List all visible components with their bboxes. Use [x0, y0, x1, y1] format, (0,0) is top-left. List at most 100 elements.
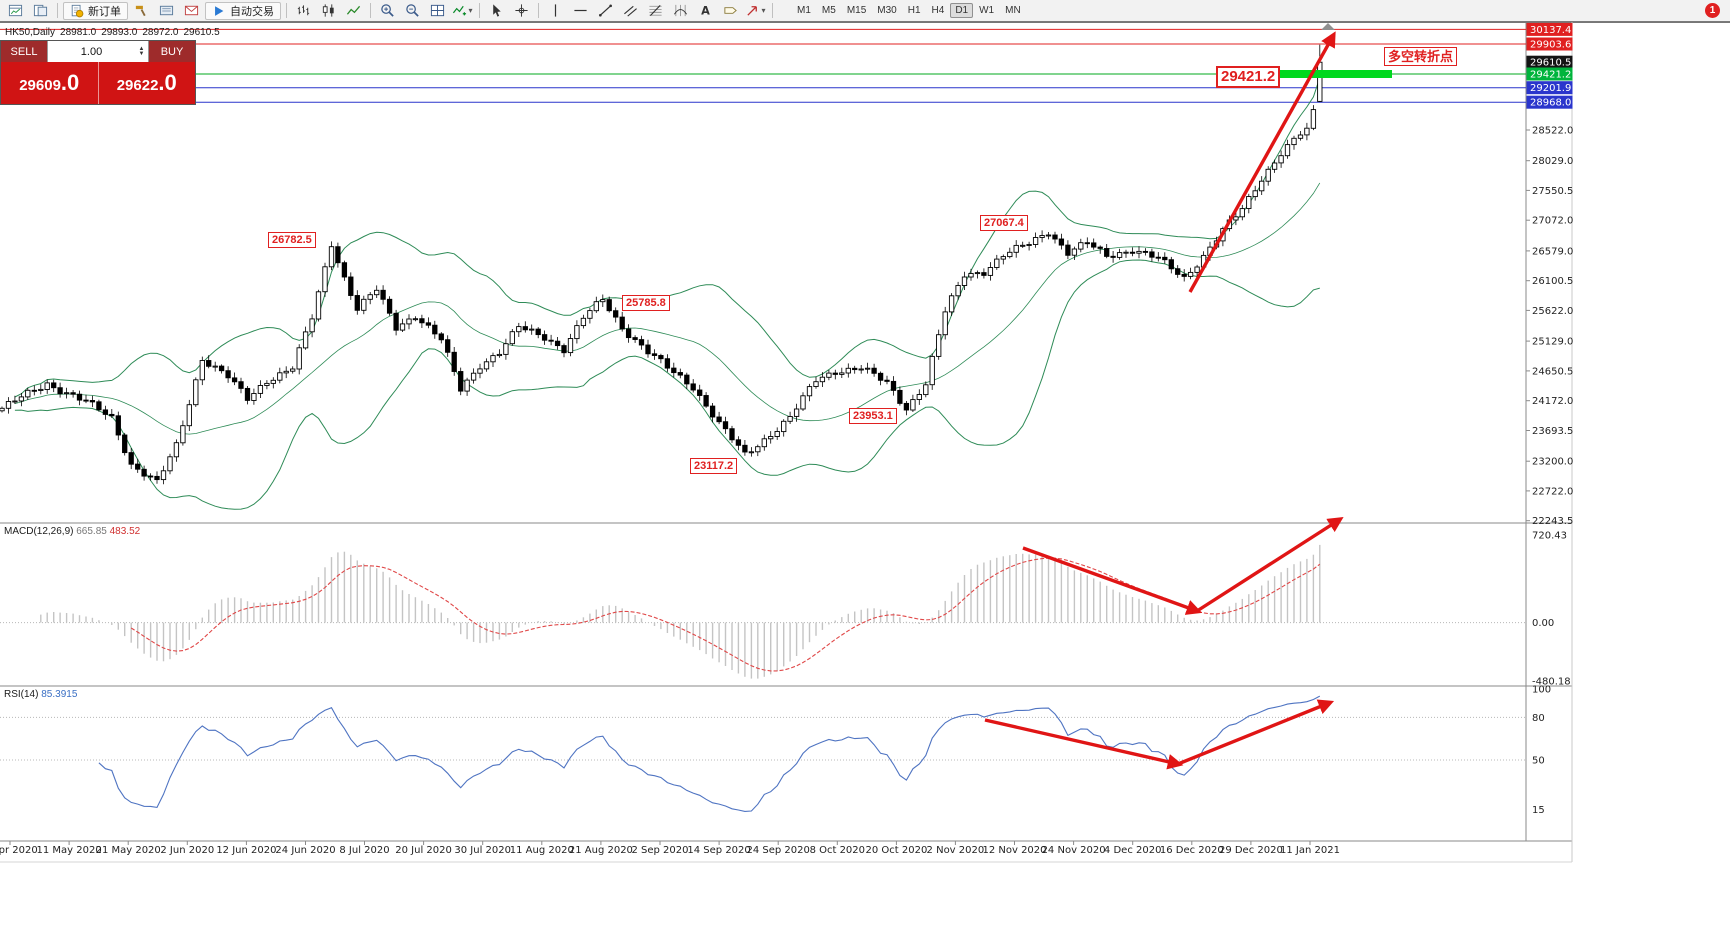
buy-button[interactable]: BUY [149, 41, 195, 62]
ohlc-high: 29893.0 [101, 27, 138, 38]
volume-down-icon[interactable]: ▼ [138, 50, 145, 57]
svg-text:11 Aug 2020: 11 Aug 2020 [510, 845, 574, 856]
ohlc-open: 28981.0 [60, 27, 97, 38]
svg-text:2 Sep 2020: 2 Sep 2020 [631, 845, 688, 856]
svg-text:A: A [701, 5, 710, 18]
timeframe-M5[interactable]: M5 [821, 5, 836, 16]
macd-indicator-label: MACD(12,26,9) 665.85 483.52 [4, 526, 140, 537]
text-label-icon[interactable] [719, 1, 742, 21]
svg-text:16 Dec 2020: 16 Dec 2020 [1160, 845, 1224, 856]
svg-text:29201.9: 29201.9 [1530, 83, 1571, 94]
timeframe-M30[interactable]: M30 [877, 5, 897, 16]
price-axis[interactable]: 28522.0 28029.0 27550.5 27072.0 26579.0 26100… [1526, 22, 1573, 527]
support-zone-highlight [1270, 70, 1392, 78]
indicators-icon[interactable]: ▾ [451, 1, 474, 21]
svg-text:720.43: 720.43 [1532, 531, 1567, 542]
trend-arrows[interactable] [984, 31, 1344, 770]
mailbox-icon[interactable] [180, 1, 203, 21]
macd-panel [0, 544, 1526, 679]
svg-text:25129.0: 25129.0 [1532, 337, 1573, 348]
sell-price-frac: .0 [60, 70, 80, 95]
svg-text:100: 100 [1532, 685, 1551, 696]
strategy-tester-icon[interactable] [130, 1, 153, 21]
svg-text:0.00: 0.00 [1532, 618, 1554, 629]
notification-badge[interactable]: 1 [1705, 3, 1720, 18]
svg-text:22243.5: 22243.5 [1532, 516, 1573, 527]
timeframe-H1[interactable]: H1 [907, 5, 921, 16]
zoom-out-icon[interactable] [401, 1, 424, 21]
svg-text:12 Jun 2020: 12 Jun 2020 [216, 845, 276, 856]
buy-price[interactable]: 29622.0 [99, 62, 196, 104]
toolbar-separator [538, 3, 539, 18]
trendline-icon[interactable] [594, 1, 617, 21]
rsi-indicator-label: RSI(14) 85.3915 [4, 689, 77, 700]
timeframe-M1[interactable]: M1 [797, 5, 811, 16]
volume-up-icon[interactable]: ▲ [138, 45, 145, 52]
chart-ohlc-title: HK50,Daily 28981.0 29893.0 28972.0 29610.5 [5, 27, 225, 38]
svg-text:28029.0: 28029.0 [1532, 156, 1573, 167]
svg-text:20 Oct 2020: 20 Oct 2020 [865, 845, 927, 856]
cycle-lines-icon[interactable] [669, 1, 692, 21]
volume-stepper-arrows[interactable]: ▲ ▼ [135, 45, 148, 57]
svg-text:28522.0: 28522.0 [1532, 126, 1573, 137]
svg-text:12 Nov 2020: 12 Nov 2020 [982, 845, 1046, 856]
svg-text:24650.5: 24650.5 [1532, 366, 1573, 377]
timeframe-D1[interactable]: D1 [950, 3, 974, 18]
vertical-line-icon[interactable] [544, 1, 567, 21]
buy-price-main: 29622 [116, 77, 159, 94]
macd-signal-value: 483.52 [109, 526, 141, 537]
svg-text:23200.0: 23200.0 [1532, 457, 1573, 468]
line-chart-icon[interactable] [342, 1, 365, 21]
svg-text:22722.0: 22722.0 [1532, 486, 1573, 497]
chart-shift-marker [1321, 23, 1335, 30]
profiles-icon[interactable] [29, 1, 52, 21]
volume-stepper[interactable]: 1.00 ▲ ▼ [47, 41, 149, 62]
svg-text:8 Oct 2020: 8 Oct 2020 [810, 845, 865, 856]
sell-button[interactable]: SELL [1, 41, 47, 62]
rsi-axis: 100 80 50 15 [1532, 685, 1551, 817]
new-order-button[interactable]: 新订单 [63, 1, 128, 20]
toolbar-separator [286, 3, 287, 18]
svg-text:11 Jan 2021: 11 Jan 2021 [1280, 845, 1340, 856]
tile-windows-icon[interactable] [426, 1, 449, 21]
macd-main-value: 665.85 [76, 526, 107, 537]
candlestick-chart-icon[interactable] [317, 1, 340, 21]
zoom-in-icon[interactable] [376, 1, 399, 21]
svg-text:2 Nov 2020: 2 Nov 2020 [927, 845, 985, 856]
svg-text:30 Jul 2020: 30 Jul 2020 [454, 845, 511, 856]
toolbar-separator [370, 3, 371, 18]
timeframe-W1[interactable]: W1 [979, 5, 995, 16]
sell-price[interactable]: 29609.0 [1, 62, 99, 104]
horizontal-line-icon[interactable] [569, 1, 592, 21]
svg-text:29903.6: 29903.6 [1530, 40, 1571, 51]
svg-text:8 Jul 2020: 8 Jul 2020 [339, 845, 389, 856]
svg-text:11 May 2020: 11 May 2020 [36, 845, 101, 856]
autotrade-button[interactable]: 自动交易 [205, 1, 281, 20]
equidistant-channel-icon[interactable] [619, 1, 642, 21]
terminal-icon[interactable] [155, 1, 178, 21]
timeframe-M15[interactable]: M15 [846, 5, 867, 16]
svg-text:29 Dec 2020: 29 Dec 2020 [1219, 845, 1283, 856]
toolbar-separator [772, 3, 773, 18]
sell-price-main: 29609 [19, 77, 61, 94]
svg-text:4 Dec 2020: 4 Dec 2020 [1104, 845, 1162, 856]
new-chart-icon[interactable] [4, 1, 27, 21]
macd-axis: 720.43 0.00 -480.18 [1532, 531, 1571, 688]
chart-symbol-period: HK50,Daily [5, 27, 56, 38]
svg-text:25622.0: 25622.0 [1532, 306, 1573, 317]
fibonacci-icon[interactable] [644, 1, 667, 21]
crosshair-icon[interactable] [510, 1, 533, 21]
cursor-icon[interactable] [485, 1, 508, 21]
svg-text:26100.5: 26100.5 [1532, 276, 1573, 287]
volume-value[interactable]: 1.00 [80, 45, 103, 58]
svg-text:23693.5: 23693.5 [1532, 426, 1573, 437]
arrow-object-icon[interactable]: ▾ [744, 1, 767, 21]
one-click-trading-panel: SELL 1.00 ▲ ▼ BUY 29609.0 29622.0 [0, 40, 196, 105]
text-icon[interactable]: A [694, 1, 717, 21]
bar-chart-icon[interactable] [292, 1, 315, 21]
svg-text:24 Nov 2020: 24 Nov 2020 [1042, 845, 1106, 856]
timeframe-MN[interactable]: MN [1005, 5, 1021, 16]
timeframe-H4[interactable]: H4 [931, 5, 945, 16]
